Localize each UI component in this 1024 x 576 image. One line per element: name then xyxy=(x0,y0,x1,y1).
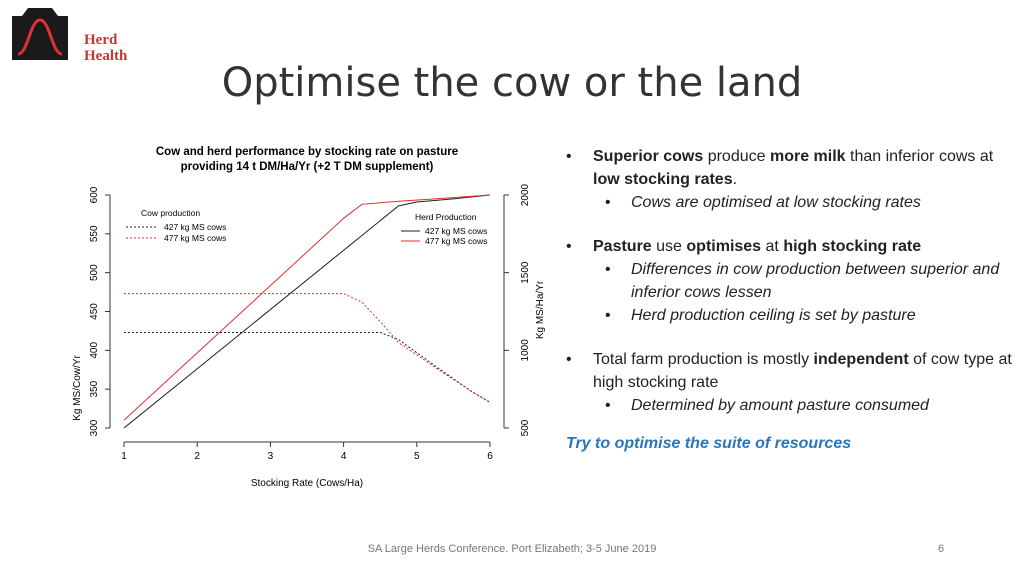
bullet-list: • Superior cows produce more milk than in… xyxy=(566,145,1016,453)
x-tick-label-3: 4 xyxy=(341,451,347,462)
series-line-left-s427 xyxy=(124,332,491,403)
bullet-text: produce xyxy=(703,148,770,165)
sub-bullet-item: • Determined by amount pasture consumed xyxy=(566,394,1016,417)
bullet-item: • Total farm production is mostly indepen… xyxy=(566,348,1016,394)
cow-production-legend: Cow production 427 kg MS cows 477 kg MS … xyxy=(126,208,226,243)
bullet-dot: • xyxy=(566,351,572,368)
logo-text-line2: Health xyxy=(84,48,128,64)
y-left-tick-label-6: 600 xyxy=(89,186,100,203)
sub-bullet-text: Differences in cow production between su… xyxy=(631,261,1000,301)
logo-text-line1: Herd xyxy=(84,32,118,48)
chart-title-line2: providing 14 t DM/Ha/Yr (+2 T DM supplem… xyxy=(181,161,434,173)
x-tick-label-5: 6 xyxy=(487,451,493,462)
bullet-text: Total farm production is mostly xyxy=(593,351,814,368)
cow-legend-label-477: 477 kg MS cows xyxy=(164,233,226,243)
plot-lines xyxy=(123,194,491,429)
sub-bullet-text: Herd production ceiling is set by pastur… xyxy=(631,307,916,324)
y-left-tick-label-5: 550 xyxy=(89,225,100,242)
sub-bullet-item: • Differences in cow production between s… xyxy=(566,258,1016,304)
x-tick-label-2: 3 xyxy=(268,451,274,462)
bullet-gap xyxy=(566,214,1016,235)
x-tick-label-1: 2 xyxy=(194,451,200,462)
y-right-tick-label-3: 2000 xyxy=(520,183,531,206)
series-line-right-s427 xyxy=(123,194,491,429)
y-left-tick-label-0: 300 xyxy=(89,419,100,436)
cow-legend-title: Cow production xyxy=(141,208,200,218)
bullet-dot: • xyxy=(566,148,572,165)
y-left-tick-label-1: 350 xyxy=(89,380,100,397)
bullet-text: than inferior cows at xyxy=(845,148,994,165)
y-right-tick-label-1: 1000 xyxy=(520,339,531,362)
herd-health-logo: Herd Health xyxy=(10,6,140,66)
y-axis-label-right: Kg MS/Ha/Yr xyxy=(535,280,546,339)
sub-bullet-dot: • xyxy=(605,261,611,278)
bullet-text: at xyxy=(761,238,784,255)
bullet-bold-text: high stocking rate xyxy=(783,238,922,255)
x-tick-label-0: 1 xyxy=(121,451,127,462)
sub-bullet-dot: • xyxy=(605,397,611,414)
bullet-bold-text: optimises xyxy=(686,238,762,255)
bullet-dot: • xyxy=(566,238,572,255)
cow-legend-label-427: 427 kg MS cows xyxy=(164,222,226,232)
stocking-rate-chart: Cow and herd performance by stocking rat… xyxy=(72,146,546,489)
bullet-bold-text: Superior cows xyxy=(593,148,704,165)
footer-text: SA Large Herds Conference. Port Elizabet… xyxy=(367,543,657,555)
series-line-right-s477 xyxy=(123,194,491,421)
y-axis-label-left: Kg MS/Cow/Yr xyxy=(72,355,83,421)
chart-axes: 1 2 3 4 5 6 300 350 400 450 500 550 600 500 1000 1500 20… xyxy=(89,183,531,462)
bullet-bold-text: independent xyxy=(813,351,909,368)
y-left-tick-label-4: 500 xyxy=(89,264,100,281)
page-number: 6 xyxy=(938,543,945,555)
bell-curve-logo-icon xyxy=(12,8,68,60)
series-line-left-s477 xyxy=(124,293,491,403)
bullet-text: use xyxy=(651,238,687,255)
y-right-tick-label-0: 500 xyxy=(520,419,531,436)
bullet-bold-text: low stocking rates xyxy=(593,171,733,188)
bullet-item: • Pasture use optimises at high stocking … xyxy=(566,235,1016,258)
bullet-bold-text: more milk xyxy=(769,148,846,165)
chart-title-line1: Cow and herd performance by stocking rat… xyxy=(156,146,458,158)
try-optimise-callout: Try to optimise the suite of resources xyxy=(566,435,852,452)
bullet-item: • Superior cows produce more milk than in… xyxy=(566,145,1016,191)
herd-legend-label-477: 477 kg MS cows xyxy=(425,236,487,246)
slide-title: Optimise the cow or the land xyxy=(221,60,803,106)
y-left-tick-label-2: 400 xyxy=(89,342,100,359)
bullet-gap xyxy=(566,327,1016,348)
herd-legend-label-427: 427 kg MS cows xyxy=(425,226,487,236)
bullet-bold-text: Pasture xyxy=(593,238,652,255)
sub-bullet-item: • Herd production ceiling is set by pastu… xyxy=(566,304,1016,327)
sub-bullet-item: • Cows are optimised at low stocking rate… xyxy=(566,191,1016,214)
bullet-text: . xyxy=(732,171,738,188)
x-axis-label: Stocking Rate (Cows/Ha) xyxy=(251,478,363,489)
herd-legend-title: Herd Production xyxy=(415,212,477,222)
sub-bullet-dot: • xyxy=(605,194,611,211)
sub-bullet-text: Cows are optimised at low stocking rates xyxy=(631,194,921,211)
y-left-tick-label-3: 450 xyxy=(89,303,100,320)
bullet-text: of cow type at high stocking rate xyxy=(593,351,1012,391)
sub-bullet-text: Determined by amount pasture consumed xyxy=(631,397,929,414)
x-tick-label-4: 5 xyxy=(414,451,420,462)
sub-bullet-dot: • xyxy=(605,307,611,324)
y-right-tick-label-2: 1500 xyxy=(520,261,531,284)
herd-production-legend: Herd Production 427 kg MS cows 477 kg MS… xyxy=(401,212,487,246)
